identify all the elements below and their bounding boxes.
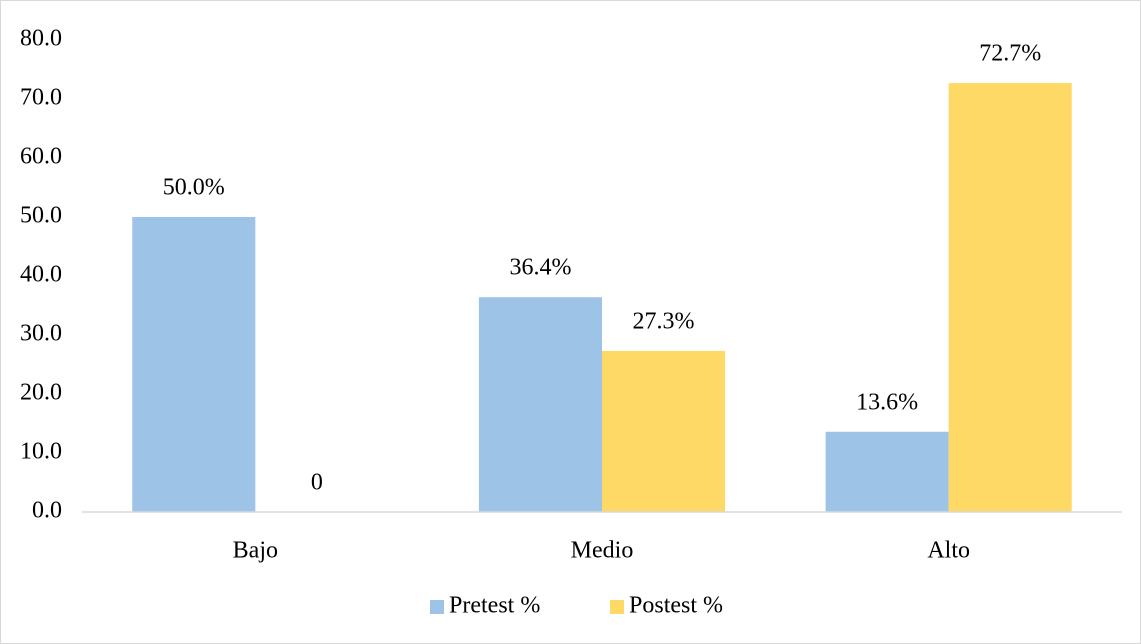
y-tick-label: 70.0 (20, 85, 62, 111)
y-tick-label: 50.0 (20, 203, 62, 229)
data-label: 36.4% (509, 255, 571, 281)
bar (825, 431, 949, 512)
y-tick-label: 80.0 (20, 26, 62, 52)
data-label: 0 (311, 470, 323, 496)
data-label: 72.7% (979, 41, 1041, 67)
bar (478, 297, 602, 512)
bar (132, 217, 256, 512)
y-tick-label: 60.0 (20, 144, 62, 170)
data-label: 50.0% (163, 175, 225, 201)
y-tick-label: 40.0 (20, 262, 62, 288)
legend-label: Postest % (629, 593, 723, 619)
legend-swatch (430, 600, 444, 614)
y-tick-label: 20.0 (20, 380, 62, 406)
x-tick-label: Bajo (233, 538, 278, 564)
legend-label: Pretest % (449, 593, 540, 619)
y-tick-label: 30.0 (20, 321, 62, 347)
bar (602, 350, 726, 512)
legend-swatch (610, 600, 624, 614)
data-label: 13.6% (856, 389, 918, 415)
x-tick-label: Medio (571, 538, 634, 564)
y-tick-label: 10.0 (20, 439, 62, 465)
bar (948, 83, 1072, 512)
y-tick-label: 0.0 (32, 498, 62, 524)
data-label: 27.3% (633, 308, 695, 334)
x-tick-label: Alto (927, 538, 970, 564)
